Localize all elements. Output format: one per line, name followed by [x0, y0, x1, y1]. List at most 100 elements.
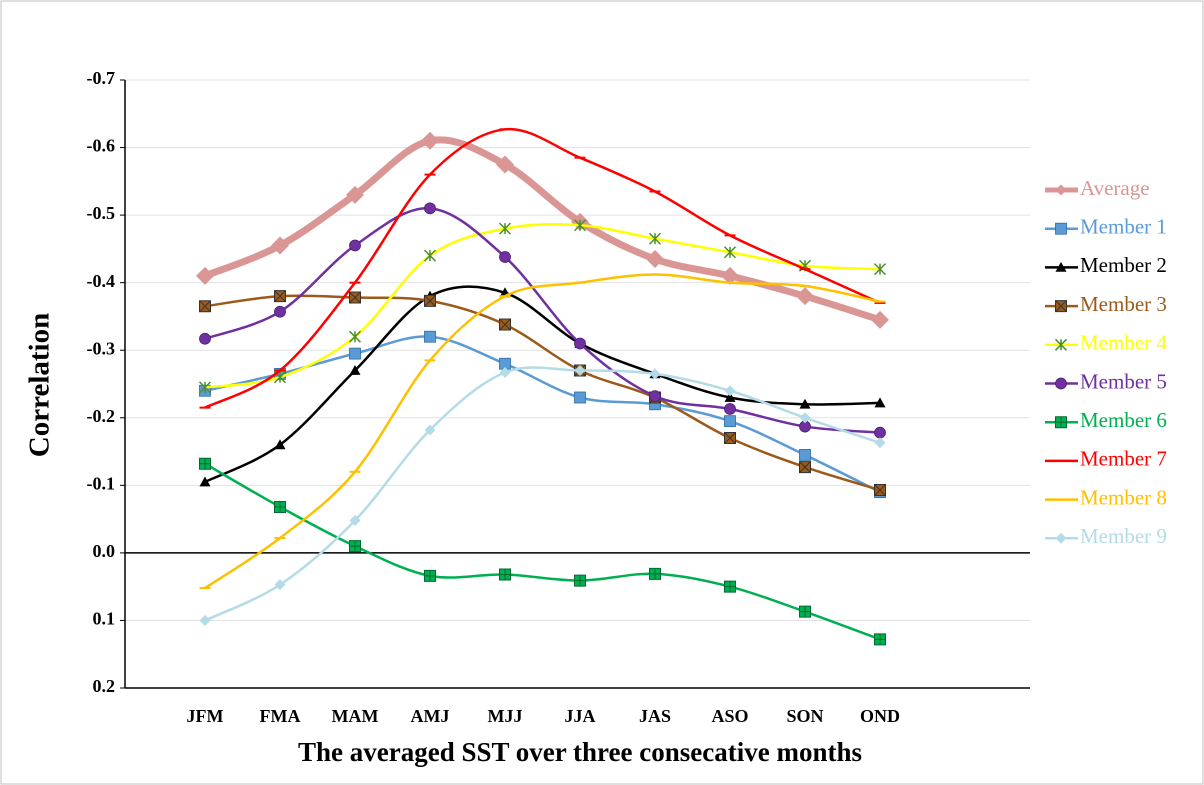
series-line	[204, 335, 881, 494]
y-tick-label: -0.3	[87, 338, 116, 358]
marker	[799, 412, 811, 424]
series	[199, 127, 886, 409]
x-axis-label: The averaged SST over three consecative …	[298, 737, 862, 767]
marker	[874, 484, 886, 497]
marker	[649, 567, 661, 580]
marker	[646, 250, 664, 269]
marker	[1055, 184, 1067, 196]
series-line	[204, 462, 881, 641]
marker	[348, 330, 362, 343]
marker	[874, 437, 886, 449]
marker	[271, 236, 289, 255]
marker	[874, 426, 886, 439]
legend-label: Member 9	[1080, 524, 1167, 548]
series-line	[204, 127, 881, 409]
y-tick-label: -0.2	[87, 406, 116, 426]
marker	[199, 300, 211, 313]
marker	[649, 390, 661, 403]
x-tick-label: AMJ	[411, 706, 450, 726]
marker	[574, 337, 586, 350]
x-tick-label: ASO	[711, 706, 748, 726]
marker	[721, 266, 739, 285]
marker	[274, 439, 286, 450]
marker	[1055, 300, 1067, 313]
marker	[799, 605, 811, 618]
marker	[199, 476, 211, 487]
legend-label: Member 5	[1080, 369, 1167, 393]
marker	[874, 397, 886, 408]
marker	[349, 364, 361, 375]
series-line	[204, 294, 881, 492]
marker	[496, 155, 514, 174]
legend-label: Member 7	[1080, 447, 1167, 471]
x-tick-label: JJA	[565, 706, 596, 726]
marker	[423, 249, 437, 262]
marker	[274, 500, 286, 513]
marker	[424, 294, 436, 307]
x-tick-label: MJJ	[488, 706, 523, 726]
series	[199, 364, 886, 626]
marker	[349, 347, 361, 360]
marker	[574, 391, 586, 404]
marker	[349, 239, 361, 252]
y-tick-label: -0.6	[87, 136, 116, 156]
legend-label: Member 6	[1080, 408, 1167, 432]
marker	[199, 332, 211, 345]
series-line	[204, 222, 881, 389]
marker	[873, 263, 887, 276]
marker	[723, 246, 737, 259]
marker	[421, 131, 439, 150]
y-tick-label: 0.1	[93, 609, 116, 629]
marker	[424, 569, 436, 582]
series-line	[204, 366, 881, 622]
legend-label: Average	[1080, 176, 1150, 200]
legend-label: Member 3	[1080, 292, 1167, 316]
marker	[1054, 338, 1068, 351]
y-tick-label: -0.1	[87, 473, 116, 493]
marker	[871, 310, 889, 329]
marker	[349, 514, 361, 526]
y-tick-label: 0.2	[93, 676, 116, 696]
marker	[799, 449, 811, 461]
marker	[274, 579, 286, 591]
marker	[199, 614, 211, 626]
marker	[724, 415, 736, 428]
y-tick-label: -0.5	[87, 203, 116, 223]
y-tick-label: 0.0	[93, 541, 116, 561]
series	[198, 219, 887, 394]
marker	[1055, 377, 1067, 390]
series-line	[204, 285, 881, 484]
marker	[424, 424, 436, 436]
marker	[424, 202, 436, 215]
x-tick-label: JAS	[639, 706, 671, 726]
marker	[274, 290, 286, 303]
marker	[574, 574, 586, 587]
marker	[724, 432, 736, 445]
marker	[499, 251, 511, 263]
series	[199, 457, 886, 646]
marker	[346, 185, 364, 204]
x-tick-label: SON	[786, 706, 823, 726]
marker	[1055, 532, 1067, 544]
marker	[649, 368, 661, 380]
legend-label: Member 2	[1080, 253, 1167, 277]
series-line	[204, 273, 881, 590]
marker	[424, 330, 436, 343]
y-tick-label: -0.4	[87, 271, 116, 291]
legend-label: Member 1	[1080, 215, 1167, 239]
marker	[799, 398, 811, 409]
marker	[1055, 261, 1067, 272]
y-axis-label: Correlation	[24, 313, 56, 457]
y-tick-label: -0.7	[87, 68, 116, 88]
marker	[874, 633, 886, 646]
marker	[199, 457, 211, 470]
legend-label: Member 4	[1080, 331, 1167, 355]
marker	[648, 232, 662, 245]
marker	[574, 364, 586, 376]
marker	[196, 266, 214, 285]
marker	[349, 291, 361, 304]
marker	[499, 318, 511, 331]
x-tick-label: OND	[860, 706, 900, 726]
marker	[1055, 222, 1067, 235]
